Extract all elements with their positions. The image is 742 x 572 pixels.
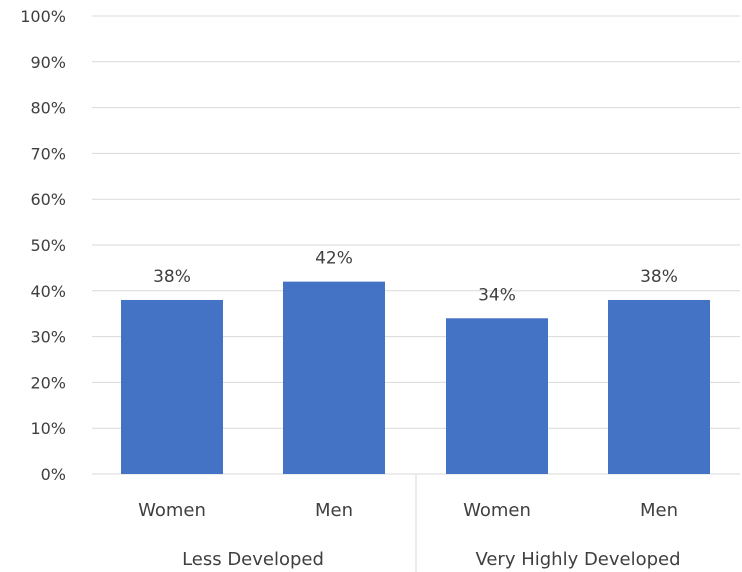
y-tick-label: 60% [30,190,66,209]
data-labels: 38% 42% 34% 38% [153,249,678,306]
y-axis-tick-labels: 0% 10% 20% 30% 40% 50% 60% 70% 80% 90% 100% [20,7,66,484]
y-tick-label: 70% [30,144,66,163]
bar [283,281,385,474]
y-tick-label: 80% [30,99,66,118]
gridlines [92,15,740,572]
bar [446,318,548,474]
data-label: 38% [153,267,191,287]
category-label: Men [315,500,353,521]
group-label: Very Highly Developed [475,549,680,570]
y-tick-label: 30% [30,328,66,347]
x-axis-group-labels: Less Developed Very Highly Developed [182,549,681,570]
y-tick-label: 40% [30,282,66,301]
category-label: Women [463,500,531,521]
y-tick-label: 50% [30,236,66,255]
y-tick-label: 0% [41,465,66,484]
bar [121,299,223,474]
category-label: Women [138,500,206,521]
data-label: 42% [315,249,353,269]
data-label: 38% [640,267,678,287]
x-axis-category-labels: Women Men Women Men [138,500,678,521]
y-tick-label: 10% [30,419,66,438]
bar [608,299,710,474]
category-label: Men [640,500,678,521]
bars [121,281,710,474]
y-tick-label: 90% [30,53,66,72]
y-tick-label: 20% [30,373,66,392]
data-label: 34% [478,285,516,305]
y-tick-label: 100% [20,7,66,26]
group-label: Less Developed [182,549,324,570]
